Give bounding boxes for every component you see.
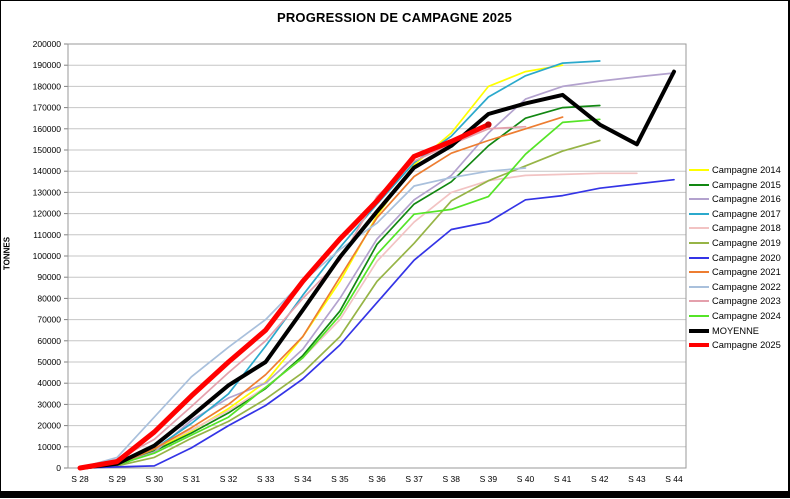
x-tick-label: S 33 [257, 474, 275, 484]
legend-item-campagne-2020: Campagne 2020 [689, 253, 781, 263]
legend-label: Campagne 2025 [712, 340, 781, 351]
y-tick-label: 180000 [33, 81, 62, 91]
y-tick-label: 60000 [37, 336, 61, 346]
legend-label: Campagne 2018 [712, 223, 781, 234]
x-tick-label: S 34 [294, 474, 312, 484]
x-tick-label: S 39 [480, 474, 498, 484]
axes [64, 43, 687, 469]
x-tick-label: S 44 [665, 474, 683, 484]
series-line-campagne-2017 [79, 60, 601, 469]
y-tick-label: 20000 [37, 421, 61, 431]
legend-swatch [689, 271, 709, 274]
y-tick-label: 50000 [37, 357, 61, 367]
data-series [77, 60, 676, 471]
legend-item-campagne-2015: Campagne 2015 [689, 180, 781, 190]
series-line-moyenne [78, 69, 676, 470]
legend-swatch [689, 198, 709, 201]
y-tick-label: 190000 [33, 60, 62, 70]
series-line-campagne-2021 [79, 116, 564, 469]
y-tick-label: 90000 [37, 272, 61, 282]
plot-border [67, 43, 687, 469]
legend-item-campagne-2014: Campagne 2014 [689, 165, 781, 175]
series-line-campagne-2024 [79, 118, 601, 469]
legend-swatch [689, 169, 709, 171]
chart-legend: Campagne 2014 Campagne 2015 Campagne 2016 C… [689, 165, 781, 350]
y-tick-label: 130000 [33, 187, 62, 197]
legend-swatch [689, 300, 709, 303]
legend-item-campagne-2016: Campagne 2016 [689, 194, 781, 204]
legend-item-moyenne: MOYENNE [689, 326, 781, 336]
legend-swatch [689, 343, 709, 348]
x-tick-label: S 36 [368, 474, 386, 484]
x-tick-label: S 32 [220, 474, 238, 484]
y-tick-label: 10000 [37, 442, 61, 452]
x-tick-label: S 40 [517, 474, 535, 484]
legend-swatch [689, 212, 709, 215]
y-tick-labels: 0 10000 20000 30000 40000 50000 60000 70000 8000… [33, 39, 62, 473]
chart-title: PROGRESSION DE CAMPAGNE 2025 [276, 10, 513, 25]
series-line-campagne-2023 [79, 125, 527, 469]
y-tick-label: 120000 [33, 209, 62, 219]
legend-item-campagne-2023: Campagne 2023 [689, 296, 781, 306]
legend-item-campagne-2025: Campagne 2025 [689, 340, 781, 350]
y-tick-label: 100000 [33, 251, 62, 261]
legend-label: Campagne 2021 [712, 267, 781, 278]
legend-item-campagne-2019: Campagne 2019 [689, 238, 781, 248]
legend-item-campagne-2021: Campagne 2021 [689, 267, 781, 277]
x-tick-label: S 43 [628, 474, 646, 484]
y-tick-label: 160000 [33, 124, 62, 134]
x-tick-label: S 35 [331, 474, 349, 484]
series-line-campagne-2019 [79, 139, 601, 469]
x-tick-label: S 29 [108, 474, 126, 484]
legend-swatch [689, 256, 709, 259]
x-tick-label: S 42 [591, 474, 609, 484]
x-tick-label: S 28 [71, 474, 89, 484]
y-tick-label: 150000 [33, 145, 62, 155]
y-tick-label: 40000 [37, 378, 61, 388]
legend-item-campagne-2017: Campagne 2017 [689, 209, 781, 219]
y-tick-label: 70000 [37, 315, 61, 325]
series-line-campagne-2022 [79, 167, 527, 469]
legend-swatch [689, 227, 709, 230]
legend-label: MOYENNE [712, 325, 760, 336]
legend-label: Campagne 2020 [712, 252, 781, 263]
x-tick-label: S 38 [443, 474, 461, 484]
legend-swatch [689, 314, 709, 317]
legend-swatch [689, 241, 709, 244]
y-tick-label: 110000 [33, 230, 61, 240]
y-tick-label: 80000 [37, 293, 61, 303]
y-tick-label: 0 [56, 463, 61, 473]
legend-item-campagne-2018: Campagne 2018 [689, 223, 781, 233]
legend-swatch [689, 183, 709, 186]
series-end-marker [485, 121, 492, 128]
legend-label: Campagne 2015 [712, 179, 781, 190]
legend-swatch [689, 285, 709, 288]
y-tick-label: 200000 [33, 39, 62, 49]
x-tick-label: S 37 [405, 474, 423, 484]
window-bottom-edge [1, 491, 788, 497]
y-tick-label: 140000 [33, 166, 62, 176]
x-tick-labels: S 28 S 29 S 30 S 31 S 32 S 33 S 34 S 35 S 36 S 37… [71, 474, 683, 484]
legend-label: Campagne 2014 [712, 165, 781, 175]
legend-swatch [689, 328, 709, 333]
series-line-campagne-2016 [79, 72, 675, 469]
x-tick-label: S 31 [183, 474, 201, 484]
y-tick-label: 30000 [37, 399, 61, 409]
series-line-campagne-2025 [77, 122, 491, 471]
x-tick-label: S 30 [146, 474, 164, 484]
legend-label: Campagne 2017 [712, 208, 781, 219]
legend-item-campagne-2022: Campagne 2022 [689, 282, 781, 292]
legend-label: Campagne 2023 [712, 296, 781, 307]
legend-label: Campagne 2019 [712, 237, 781, 248]
legend-item-campagne-2024: Campagne 2024 [689, 311, 781, 321]
y-tick-label: 170000 [33, 103, 62, 113]
legend-label: Campagne 2024 [712, 310, 781, 321]
legend-label: Campagne 2022 [712, 281, 781, 292]
legend-label: Campagne 2016 [712, 194, 781, 205]
x-tick-label: S 41 [554, 474, 572, 484]
gridlines [68, 43, 686, 448]
series-line-campagne-2020 [79, 178, 675, 469]
